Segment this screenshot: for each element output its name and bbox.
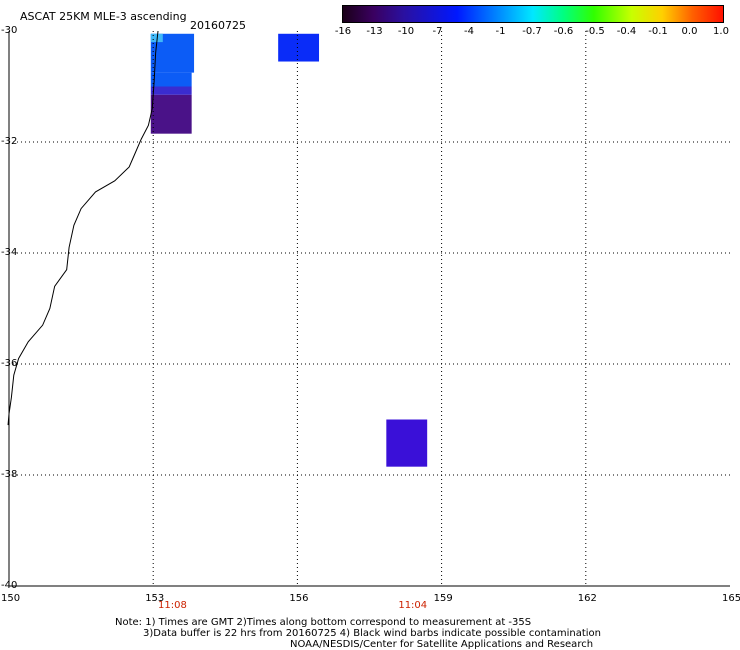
lat-tick-label: -40	[1, 580, 18, 591]
color-scale-label: -0.7	[522, 26, 542, 37]
chart-title: ASCAT 25KM MLE-3 ascending	[20, 10, 187, 23]
color-scale-label: 1.0	[713, 26, 729, 37]
lon-tick-label: 156	[289, 593, 309, 604]
color-scale-label: -13	[366, 26, 383, 37]
data-cell	[150, 72, 192, 87]
color-scale-label: -0.6	[553, 26, 574, 37]
data-cell	[150, 86, 192, 95]
color-scale-label: -7	[432, 26, 443, 37]
note-line-2: 3)Data buffer is 22 hrs from 20160725 4)…	[143, 628, 601, 639]
color-scale-label: -16	[334, 26, 352, 37]
data-cell	[150, 94, 192, 134]
lon-tick-label: 159	[433, 593, 453, 604]
color-scale-label: -0.4	[616, 26, 637, 37]
lon-tick-label: 165	[722, 593, 740, 604]
time-label: 11:08	[158, 600, 187, 611]
color-scale-label: -1	[495, 26, 506, 37]
color-scale-label: 0.0	[681, 26, 698, 37]
lat-tick-label: -34	[1, 247, 18, 258]
color-scale-bar	[342, 5, 724, 23]
lat-tick-label: -30	[1, 25, 18, 36]
data-cell	[278, 33, 320, 62]
color-scale-label: -10	[397, 26, 415, 37]
note-line-1: Note: 1) Times are GMT 2)Times along bot…	[115, 617, 532, 628]
lat-tick-label: -38	[1, 469, 18, 480]
color-scale-label: -0.1	[648, 26, 668, 37]
lon-tick-label: 162	[577, 593, 597, 604]
chart-date: 20160725	[190, 19, 246, 32]
lat-tick-label: -32	[1, 136, 18, 147]
time-label: 11:04	[398, 600, 428, 611]
data-cell	[386, 419, 428, 467]
lat-tick-label: -36	[1, 358, 18, 369]
color-scale-label: -4	[464, 26, 474, 37]
color-scale-label: -0.5	[585, 26, 605, 37]
note-line-3: NOAA/NESDIS/Center for Satellite Applica…	[290, 639, 594, 650]
lon-tick-label: 153	[145, 593, 165, 604]
coastline	[7, 30, 159, 426]
lon-tick-label: 150	[1, 593, 21, 604]
